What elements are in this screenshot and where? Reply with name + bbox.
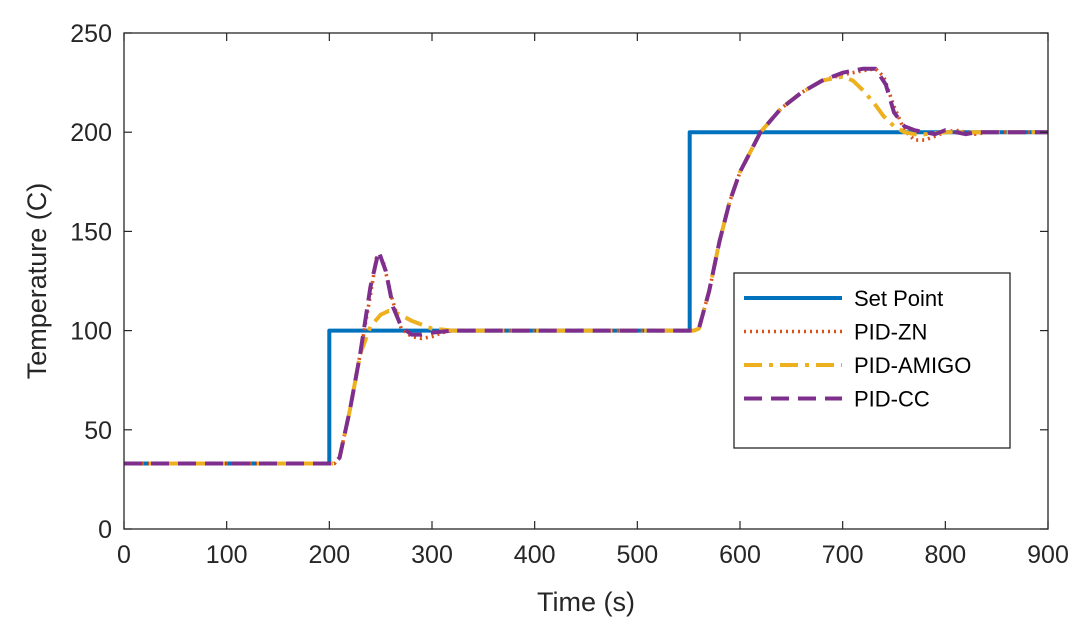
tick-layer: 0 100 200 300 400 500 600 700 800 900 0 50 100 150 200… (70, 20, 1069, 569)
legend-label-3: PID-AMIGO (854, 353, 971, 378)
x-tick-label: 900 (1027, 541, 1069, 569)
x-tick-label: 800 (924, 541, 966, 569)
series-line-4 (124, 66, 1048, 466)
x-tick-label: 500 (616, 541, 658, 569)
x-axis-title: Time (s) (537, 587, 635, 617)
y-tick-label: 200 (70, 119, 112, 147)
x-tick-label: 700 (822, 541, 864, 569)
y-tick-label: 150 (70, 218, 112, 246)
x-tick-label: 200 (308, 541, 350, 569)
legend-box (733, 272, 1011, 449)
y-axis-title: Temperature (C) (22, 183, 52, 380)
x-tick-label: 400 (514, 541, 556, 569)
legend-label-4: PID-CC (854, 387, 930, 412)
y-tick-label: 250 (70, 20, 112, 48)
legend-label-1: Set Point (854, 286, 943, 311)
x-tick-label: 0 (117, 541, 131, 569)
y-tick-label: 100 (70, 318, 112, 346)
x-tick-label: 600 (719, 541, 761, 569)
x-tick-label: 100 (206, 541, 248, 569)
x-tick-label: 300 (411, 541, 453, 569)
y-tick-label: 0 (98, 516, 112, 544)
y-tick-label: 50 (84, 417, 112, 445)
legend: Set Point PID-ZN PID-AMIGO PID-CC (733, 272, 1011, 449)
series-layer (124, 66, 1048, 466)
legend-label-2: PID-ZN (854, 320, 927, 345)
plot-frame (123, 32, 1049, 530)
